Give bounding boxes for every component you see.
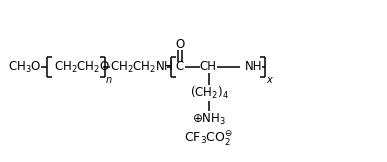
Text: CH$_3$O: CH$_3$O bbox=[8, 59, 41, 75]
Text: $\oplus$NH$_3$: $\oplus$NH$_3$ bbox=[192, 111, 226, 127]
Text: O: O bbox=[175, 37, 185, 51]
Text: x: x bbox=[266, 75, 272, 85]
Text: CH$_2$CH$_2$O: CH$_2$CH$_2$O bbox=[54, 59, 110, 75]
Text: n: n bbox=[106, 75, 112, 85]
Text: (CH$_2$)$_4$: (CH$_2$)$_4$ bbox=[190, 85, 228, 101]
Text: CF$_3$CO$_2^{\ominus}$: CF$_3$CO$_2^{\ominus}$ bbox=[185, 130, 234, 148]
Text: CH: CH bbox=[200, 60, 216, 74]
Text: CH$_2$CH$_2$NH: CH$_2$CH$_2$NH bbox=[110, 59, 173, 75]
Text: NH: NH bbox=[245, 60, 262, 74]
Text: C: C bbox=[176, 60, 184, 74]
